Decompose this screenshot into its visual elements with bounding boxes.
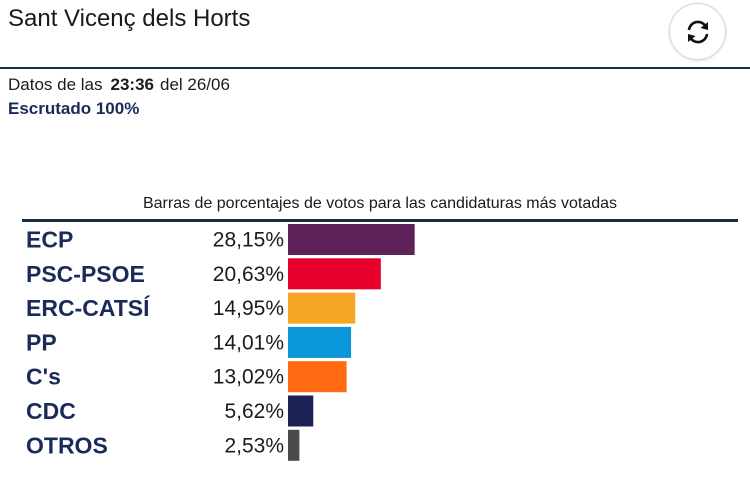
category-label: ERC-CATSÍ [26, 294, 150, 321]
refresh-button[interactable] [669, 3, 726, 60]
bar [288, 292, 356, 324]
category-label: OTROS [26, 432, 108, 458]
update-time: 23:36 [110, 75, 154, 94]
category-label: PSC-PSOE [26, 261, 145, 287]
bar [288, 258, 381, 290]
refresh-arrows-icon [687, 20, 708, 43]
value-label: 2,53% [224, 434, 284, 457]
update-prefix: Datos de las [8, 75, 103, 94]
bar [288, 326, 352, 358]
header-divider [0, 67, 750, 69]
header: Sant Vicenç dels Horts [0, 0, 750, 70]
value-label: 20,63% [213, 263, 284, 286]
value-label: 14,95% [213, 297, 284, 320]
update-info: Datos de las 23:36 del 26/06 [8, 74, 230, 96]
chart-title: Barras de porcentajes de votos para las … [142, 195, 618, 212]
category-label: ECP [26, 227, 73, 253]
bar [288, 224, 415, 255]
category-label: C's [26, 364, 61, 390]
vote-bar-chart: ECP 28,15% PSC-PSOE 20,63% ERC-CATSÍ 14,95% PP… [26, 224, 415, 461]
scrutiny-status: Escrutado 100% [8, 99, 140, 118]
category-label: PP [26, 329, 57, 355]
value-label: 13,02% [213, 366, 284, 389]
update-date: del 26/06 [159, 75, 230, 94]
bar [288, 361, 347, 393]
chart-title-divider [22, 219, 738, 222]
value-label: 14,01% [213, 331, 284, 354]
bar [288, 395, 314, 427]
category-label: CDC [26, 398, 76, 424]
value-label: 5,62% [224, 400, 284, 423]
bar [288, 429, 300, 461]
page-title: Sant Vicenç dels Horts [8, 5, 251, 32]
value-label: 28,15% [213, 229, 284, 252]
